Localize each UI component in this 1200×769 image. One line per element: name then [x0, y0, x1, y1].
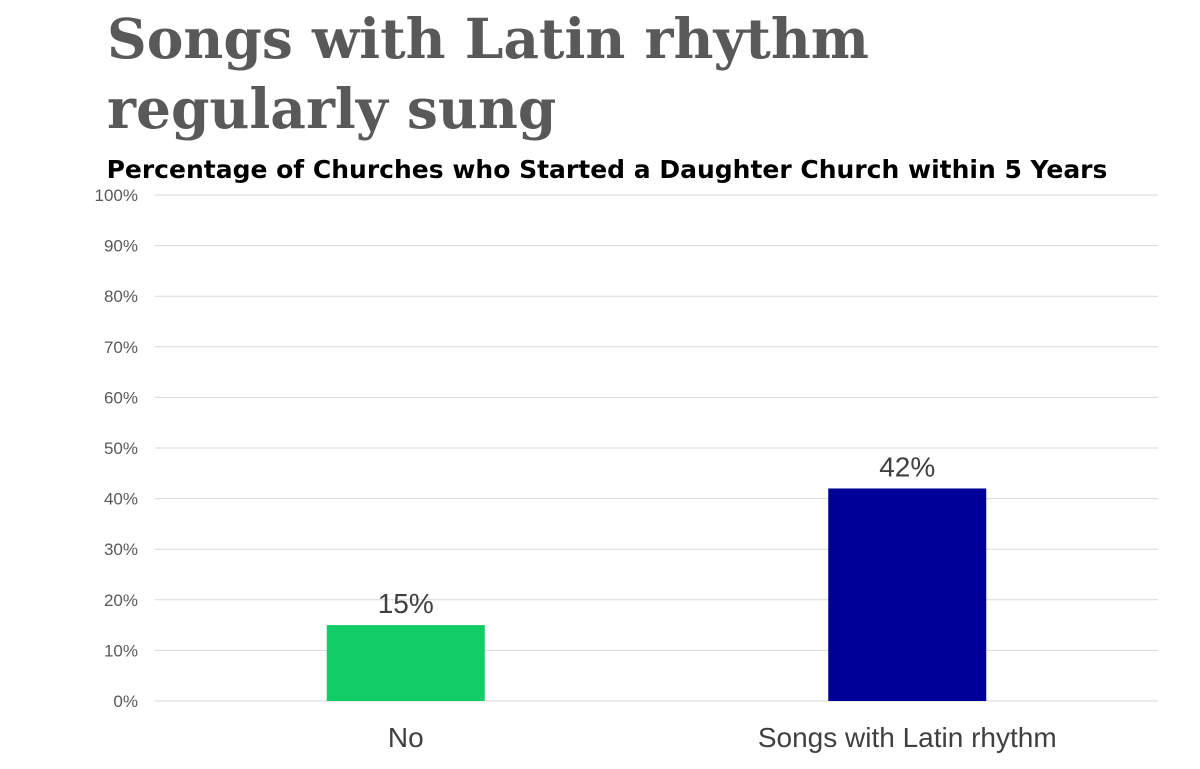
data-label: 42% — [879, 451, 935, 482]
bar — [828, 488, 987, 701]
gridlines — [155, 194, 1158, 702]
y-tick-label: 0% — [113, 692, 138, 711]
bar — [326, 625, 485, 701]
bars — [326, 488, 987, 701]
category-label: No — [388, 722, 424, 753]
y-tick-label: 60% — [104, 388, 138, 407]
category-label: Songs with Latin rhythm — [758, 722, 1057, 753]
y-tick-label: 80% — [104, 287, 138, 306]
y-tick-label: 90% — [104, 237, 138, 256]
y-tick-label: 40% — [104, 490, 138, 509]
y-tick-label: 70% — [104, 338, 138, 357]
y-tick-label: 10% — [104, 641, 138, 660]
y-tick-label: 30% — [104, 540, 138, 559]
y-axis-tick-labels: 0% 10% 20% 30% 40% 50% 60% 70% 80% 90% 100% — [95, 186, 138, 711]
chart-title: Percentage of Churches who Started a Dau… — [107, 155, 1108, 184]
y-tick-label: 50% — [104, 439, 138, 458]
category-labels: No Songs with Latin rhythm — [388, 722, 1057, 753]
y-tick-label: 20% — [104, 591, 138, 610]
slide-title: Songs with Latin rhythm regularly sung — [107, 6, 869, 141]
data-label: 15% — [378, 588, 434, 619]
data-labels: 15% 42% — [378, 451, 936, 619]
y-tick-label: 100% — [95, 186, 138, 205]
